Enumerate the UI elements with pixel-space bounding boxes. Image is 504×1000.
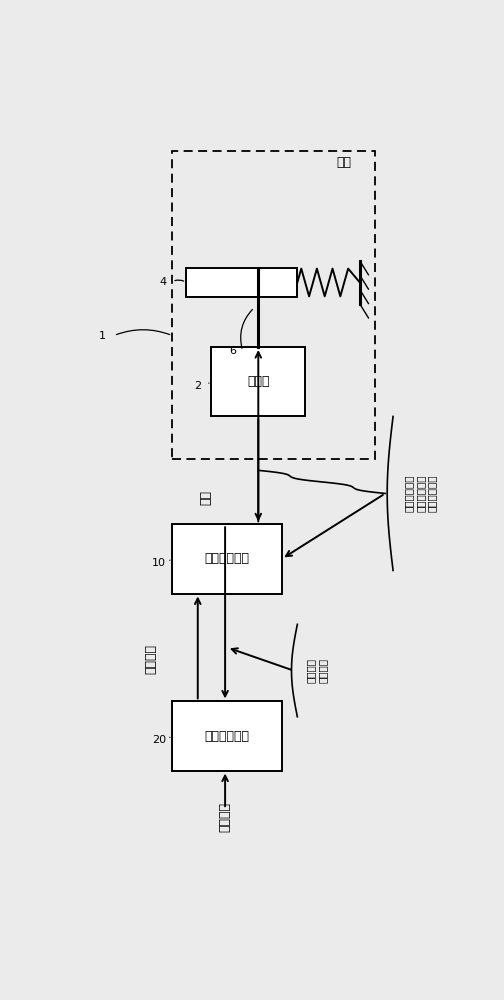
Text: 6: 6 xyxy=(229,346,236,356)
Text: 电流反馈信号: 电流反馈信号 xyxy=(404,475,414,512)
Bar xyxy=(186,268,297,297)
Text: 启动信号: 启动信号 xyxy=(219,802,232,832)
Text: 电流: 电流 xyxy=(199,490,212,505)
Text: 电动机: 电动机 xyxy=(247,375,270,388)
Bar xyxy=(212,347,305,416)
Text: 20: 20 xyxy=(152,735,166,745)
Text: 2: 2 xyxy=(194,381,201,391)
Text: 10: 10 xyxy=(152,558,166,568)
Text: 上位控制装置: 上位控制装置 xyxy=(205,730,249,742)
Bar xyxy=(172,701,282,771)
Text: 负荷: 负荷 xyxy=(337,156,352,169)
Text: 速度反馈信号: 速度反馈信号 xyxy=(415,475,425,512)
Bar xyxy=(172,524,282,594)
Text: 伺服控制装置: 伺服控制装置 xyxy=(205,552,249,565)
Text: 4: 4 xyxy=(159,277,166,287)
Text: 推定数据: 推定数据 xyxy=(318,658,328,683)
Text: 位置反馈信号: 位置反馈信号 xyxy=(427,475,437,512)
Text: 开始信号: 开始信号 xyxy=(144,644,157,674)
Bar xyxy=(172,151,375,459)
Text: 完成信号: 完成信号 xyxy=(306,658,316,683)
Text: 1: 1 xyxy=(99,331,105,341)
